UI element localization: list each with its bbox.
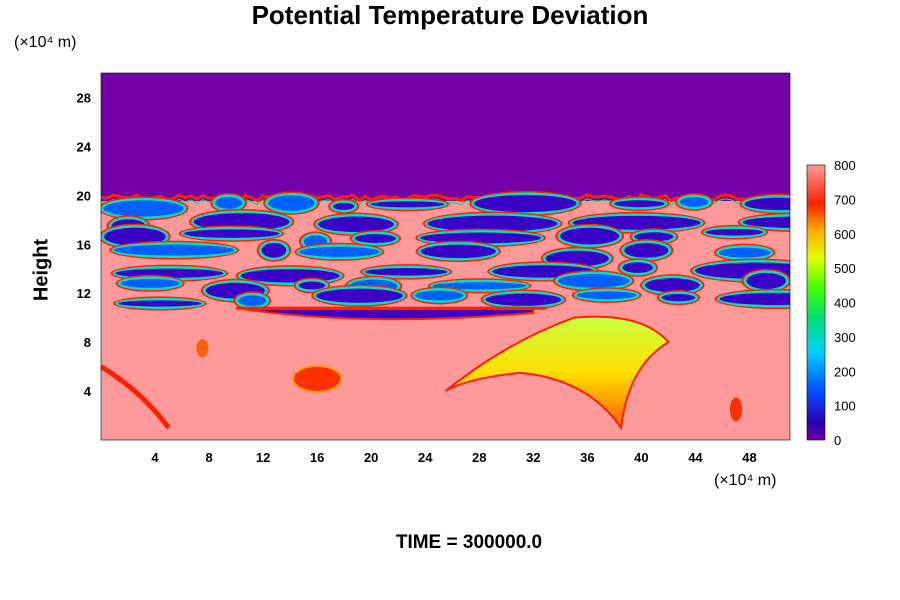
y-axis-unit: (×10⁴ m) <box>14 34 77 51</box>
colorbar-tick-label: 300 <box>834 330 856 345</box>
warm-streak <box>101 364 171 430</box>
band-streak-blue <box>719 247 771 258</box>
band-streak-blue <box>299 246 380 257</box>
band-streak-blue <box>644 278 700 293</box>
colorbar-tick-label: 200 <box>834 364 856 379</box>
band-streak-blue <box>432 282 527 290</box>
colorbar-tick-label: 500 <box>834 261 856 276</box>
band-streak-blue <box>420 232 542 244</box>
y-tick-label: 4 <box>84 384 92 399</box>
band-streak-blue <box>622 262 653 273</box>
band-streak-blue <box>679 197 709 207</box>
upper-cold-layer <box>101 73 790 201</box>
warm-plume <box>444 315 670 431</box>
band-streak-blue <box>318 216 394 232</box>
band-streak-blue <box>474 194 577 213</box>
x-tick-label: 44 <box>688 450 703 465</box>
band-streak-blue <box>744 197 790 211</box>
y-tick-label: 16 <box>77 237 91 252</box>
band-streak-blue <box>261 242 287 258</box>
y-tick-label: 28 <box>77 90 91 105</box>
x-tick-label: 20 <box>364 450 378 465</box>
colorbar <box>806 164 826 441</box>
band-streak-blue <box>427 215 558 232</box>
x-axis-unit: (×10⁴ m) <box>714 472 777 489</box>
band-streak-blue <box>114 244 235 256</box>
band-streak-blue <box>103 200 184 217</box>
colorbar-tick-label: 0 <box>834 433 841 448</box>
x-tick-label: 16 <box>310 450 324 465</box>
band-streak-blue <box>420 244 496 259</box>
band-streak-blue <box>661 293 696 302</box>
band-streak-blue <box>576 291 637 299</box>
band-streak-blue <box>316 288 403 303</box>
y-tick-label: 24 <box>77 139 92 154</box>
warm-blob <box>292 364 343 393</box>
y-tick-labels: 4 8 12 16 20 24 28 <box>77 90 92 399</box>
band-streak-blue <box>364 268 448 276</box>
band-streak-blue <box>238 295 267 306</box>
x-tick-label: 4 <box>151 450 159 465</box>
x-tick-label: 40 <box>634 450 648 465</box>
x-tick-label: 24 <box>418 450 433 465</box>
plot-area <box>101 73 790 440</box>
band-streak-blue <box>719 292 790 306</box>
turbulent-band <box>101 190 790 321</box>
x-tick-label: 8 <box>205 450 212 465</box>
colorbar-tick-label: 100 <box>834 399 856 414</box>
band-streak-blue <box>118 300 202 307</box>
band-streak-blue <box>333 202 355 210</box>
warm-anomalies <box>101 315 742 431</box>
x-tick-label: 28 <box>472 450 486 465</box>
y-tick-label: 8 <box>84 335 91 350</box>
band-streak-blue <box>614 200 665 208</box>
x-tick-label: 12 <box>256 450 270 465</box>
band-streak-blue <box>104 227 166 246</box>
band-streak-blue <box>634 232 674 242</box>
band-streak-blue <box>183 229 280 238</box>
band-streak-blue <box>557 274 630 288</box>
x-tick-label: 32 <box>526 450 540 465</box>
band-streak-blue <box>415 290 464 301</box>
warm-blob <box>196 339 209 358</box>
colorbar-tick-label: 700 <box>834 192 856 207</box>
time-label: TIME = 300000.0 <box>395 532 543 553</box>
chart-title: Potential Temperature Deviation <box>251 0 649 30</box>
band-streak-blue <box>268 195 315 211</box>
band-streak-blue <box>298 281 326 290</box>
x-tick-label: 36 <box>580 450 594 465</box>
band-streak-blue <box>560 227 620 245</box>
band-streak-blue <box>215 196 242 209</box>
x-tick-labels: 4 8 12 16 20 24 28 32 36 40 44 48 <box>151 450 756 465</box>
interface-line <box>101 193 786 203</box>
band-streak-blue <box>120 278 180 288</box>
x-tick-label: 48 <box>742 450 756 465</box>
warm-blob <box>729 397 742 422</box>
plot-frame <box>100 72 791 441</box>
band-streak-blue <box>742 216 790 228</box>
colorbar-tick-label: 400 <box>834 296 856 311</box>
colorbar-tick-labels: 0 100 200 300 400 500 600 700 800 <box>834 158 856 448</box>
y-tick-label: 20 <box>77 188 91 203</box>
band-streak-blue <box>746 272 786 289</box>
colorbar-tick-label: 600 <box>834 227 856 242</box>
band-streak-blue <box>354 234 397 243</box>
colorbar-tick-label: 800 <box>834 158 856 173</box>
band-streak-blue <box>624 243 669 258</box>
band-streak-blue <box>485 293 562 306</box>
band-streak-blue <box>370 201 445 208</box>
band-streak-blue <box>705 228 764 236</box>
inversion-pocket <box>242 308 535 321</box>
y-tick-label: 12 <box>77 286 91 301</box>
